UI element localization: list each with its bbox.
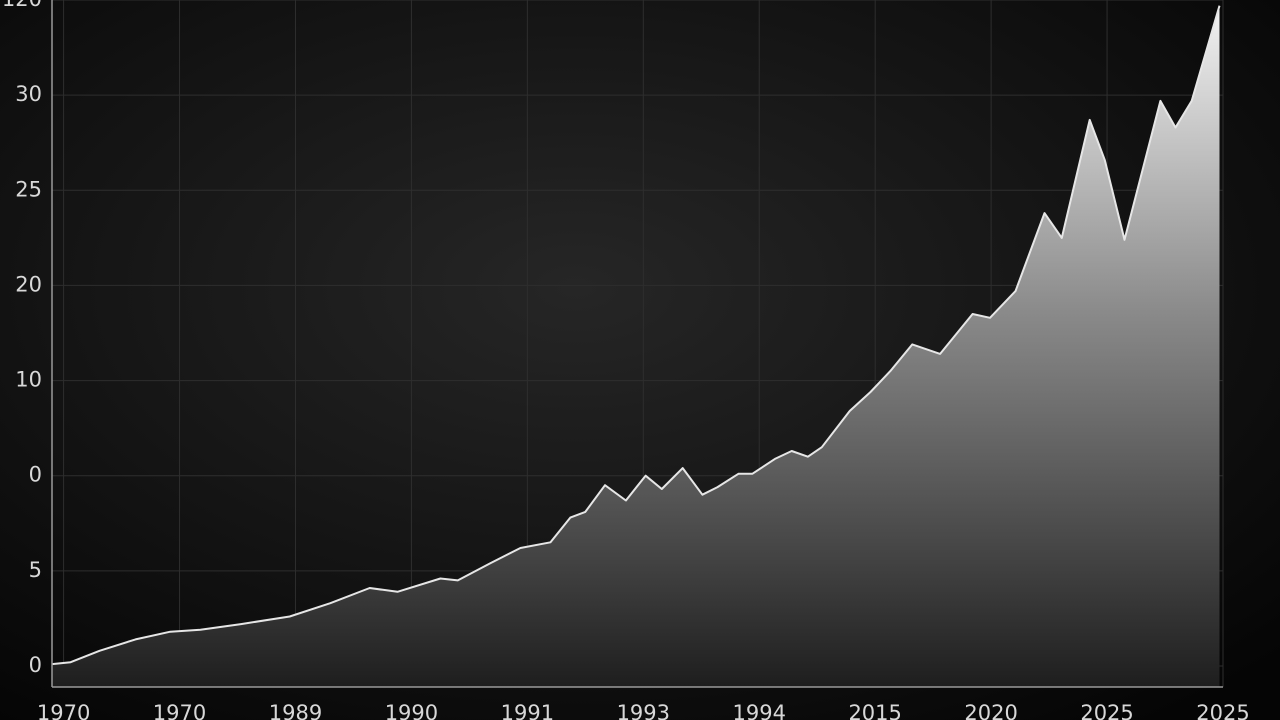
x-tick-label: 1993 <box>617 701 670 720</box>
plot <box>51 5 1221 687</box>
x-tick-label: 2025 <box>1196 701 1249 720</box>
labels: 0501020253012019701970198919901991199319… <box>2 0 1250 720</box>
y-tick-label: 25 <box>15 177 42 201</box>
x-tick-label: 2025 <box>1080 701 1133 720</box>
x-tick-label: 2015 <box>848 701 901 720</box>
y-tick-label: 0 <box>29 463 42 487</box>
x-tick-label: 2020 <box>964 701 1017 720</box>
x-tick-label: 1994 <box>733 701 786 720</box>
x-tick-label: 1970 <box>153 701 206 720</box>
y-tick-label: 10 <box>15 368 42 392</box>
y-tick-label: 30 <box>15 82 42 106</box>
x-tick-label: 1989 <box>269 701 322 720</box>
y-tick-label: 0 <box>29 653 42 677</box>
y-tick-label: 120 <box>2 0 42 11</box>
area-line <box>51 5 1221 666</box>
x-tick-label: 1990 <box>385 701 438 720</box>
y-tick-label: 5 <box>29 558 42 582</box>
x-tick-label: 1970 <box>37 701 90 720</box>
area-fill <box>52 5 1220 687</box>
x-tick-label: 1991 <box>501 701 554 720</box>
y-tick-label: 20 <box>15 272 42 296</box>
